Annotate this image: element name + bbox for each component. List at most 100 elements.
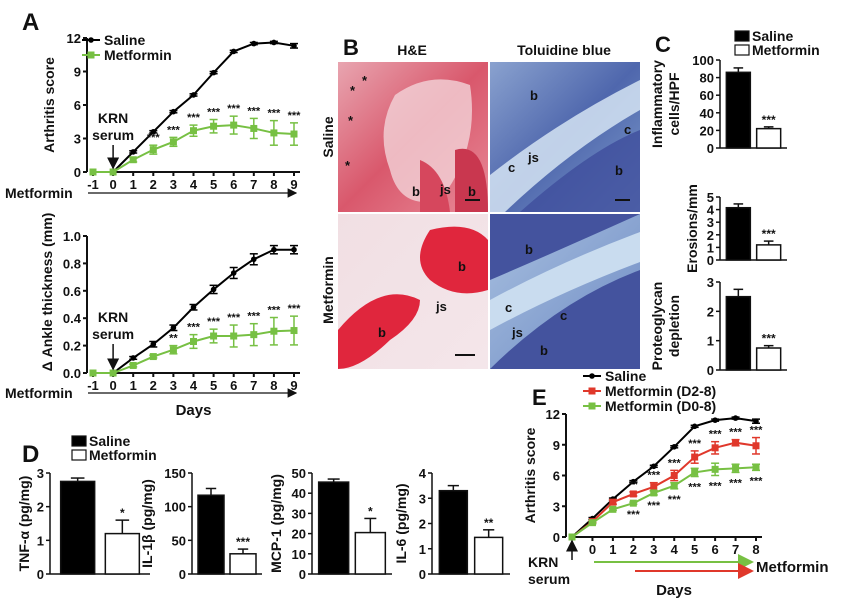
bar-chart-proteoglycan-depletion: 0 1 2 3 *** Proteoglycandepletion [649,275,787,378]
bar-metformin [755,127,782,149]
y-tick-label: 100 [164,500,186,515]
x-tick-label: 6 [230,177,237,192]
data-point [670,472,678,479]
data-point [230,48,237,55]
y-tick-label: 0.6 [63,284,81,299]
data-point [752,442,760,450]
panel-e-annotations: KRN serum Metformin [528,539,829,587]
x-tick-label: 9 [290,378,297,393]
significance-marker: *** [187,112,201,124]
data-point [170,108,177,115]
data-point [210,332,218,340]
row-label-metformin: Metformin [320,256,336,324]
y-tick-label: 40 [292,486,306,501]
y-axis-label: TNF-α (pg/mg) [16,476,32,572]
data-point [271,39,277,46]
annotation-he-bone: b [412,184,420,199]
series-line [571,466,757,538]
histology-saline-he [338,62,488,212]
y-tick-label: 0.2 [63,339,81,354]
y-tick-label: 4 [419,466,427,481]
annotation-tb-cartilage: c [560,308,567,323]
y-tick-label: 4 [707,203,715,218]
bar-metformin [755,244,782,261]
annotation-tb-joint-space: js [527,150,539,165]
bar-chart-mcp-1-pg-mg-: 0 10 20 30 40 50 * MCP-1 (pg/mg) [268,466,392,582]
x-tick-label: -1 [87,378,99,393]
data-point [711,444,719,452]
data-point [230,270,237,276]
x-tick-label: 4 [190,177,198,192]
annotation-tb-bone: b [525,242,533,257]
annotation-krn-serum: KRN serum [528,554,570,587]
annotation-he-bone: b [378,325,386,340]
significance-marker: *** [627,509,641,521]
significance-marker: *** [688,482,702,494]
significance-marker: *** [709,429,723,441]
data-point [670,482,678,490]
significance-marker: *** [267,108,281,120]
y-tick-label: 2 [707,228,714,243]
annotation-tb-joint-space: js [511,325,523,340]
y-tick-label: 1 [37,533,44,548]
treatment-label: Metformin [5,185,73,201]
data-point [609,505,617,513]
y-tick-label: 0 [179,567,186,582]
annotation-he-bone: b [468,184,476,199]
significance-marker: *** [147,132,161,144]
annotation-krn-serum: KRN serum [92,309,134,342]
y-tick-label: 0 [419,567,426,582]
series-saline [90,39,298,175]
bar-metformin [755,347,782,371]
x-tick-label: 3 [170,177,177,192]
data-point [210,69,217,76]
data-point [290,327,298,335]
annotation-he-star: * [350,83,356,98]
data-point [190,127,197,135]
panel-label-c: C [655,32,671,57]
annotation-he-bone: b [458,259,466,274]
data-point [650,483,658,491]
x-axis-label: Days [656,582,692,599]
significance-marker: *** [668,494,682,506]
x-tick-label: 5 [210,177,217,192]
significance-marker: ** [169,333,178,345]
data-point [291,43,297,49]
significance-marker: *** [288,110,302,122]
y-tick-label: 0 [553,530,560,545]
legend-marker [588,402,596,410]
x-tick-label: 3 [650,542,657,557]
y-axis-label: Erosions/mm [684,184,700,273]
y-axis-label: Proteoglycandepletion [649,282,682,371]
x-tick-label: 5 [210,378,217,393]
data-point [251,40,257,47]
annotation-he-joint-space: js [435,299,447,314]
significance-marker: * [120,506,125,520]
x-tick-label: 4 [190,378,198,393]
significance-marker: *** [750,425,764,437]
bar-chart-il-6-pg-mg-: 0 1 2 3 4 ** IL-6 (pg/mg) [393,466,510,582]
legend-swatch [71,449,87,461]
data-point [130,355,136,361]
legend-swatch [71,435,87,447]
series-saline [90,244,298,376]
y-tick-label: 1.0 [63,229,81,244]
data-point [630,478,637,485]
x-tick-label: 0 [109,378,116,393]
significance-marker: *** [762,227,776,241]
significance-marker: *** [288,303,302,315]
y-tick-label: 0.4 [63,311,82,326]
bar-metformin [354,531,387,575]
significance-marker: *** [647,470,661,482]
y-tick-label: 3 [419,491,426,506]
significance-marker: *** [227,103,241,115]
data-point [270,129,278,137]
legend-swatch [734,44,750,56]
legend-label: Saline [89,433,130,449]
annotation-he-star: * [348,113,354,128]
y-axis-label: IL-6 (pg/mg) [393,483,409,563]
